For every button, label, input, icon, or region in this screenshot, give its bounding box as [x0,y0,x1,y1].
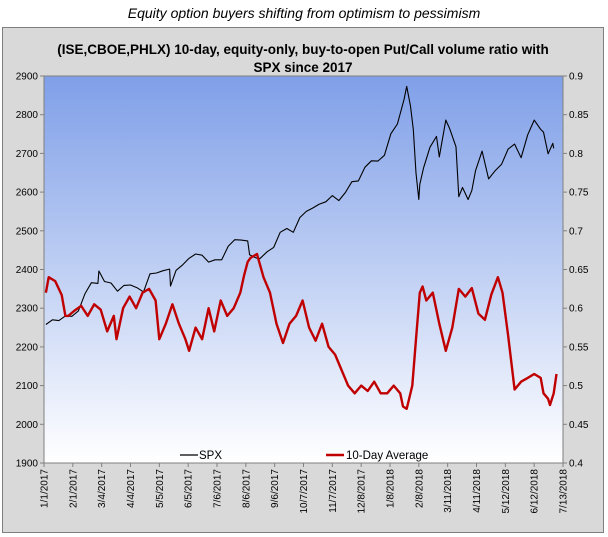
left-tick-label: 1900 [16,459,39,470]
x-tick-label: 6/12/2018 [530,469,541,514]
x-tick-label: 3/11/2018 [443,469,454,513]
legend-label-spx: SPX [199,450,222,462]
chart-title-line-2: SPX since 2017 [253,60,352,75]
left-tick-label: 2500 [16,226,39,237]
x-tick-label: 10/7/2017 [299,469,310,514]
right-tick-label: 0.55 [569,342,589,353]
right-tick-label: 0.45 [569,420,589,431]
left-tick-label: 2800 [16,110,39,121]
x-axis: 1/1/2017 2/1/2017 3/4/2017 4/4/2017 5/5/2017… [40,463,570,514]
x-tick-label: 5/5/2017 [155,469,166,508]
x-tick-label: 8/6/2017 [241,469,252,508]
x-tick-label: 2/1/2017 [68,469,79,508]
right-tick-label: 0.85 [569,110,589,121]
right-tick-label: 0.7 [569,226,583,237]
left-tick-label: 2600 [16,188,39,199]
x-tick-label: 9/6/2017 [270,469,281,508]
left-tick-label: 2000 [16,420,39,431]
chart-title-line-1: (ISE,CBOE,PHLX) 10-day, equity-only, buy… [57,42,549,57]
series-layer [44,85,558,410]
right-tick-label: 0.4 [569,459,583,470]
left-axis: 1900 2000 2100 2200 2300 2400 2500 2600 2700 2800… [16,72,44,470]
series-line-spx [45,85,555,325]
x-tick-label: 6/5/2017 [184,469,195,508]
right-tick-label: 0.8 [569,149,583,160]
legend: SPX 10-Day Average [180,450,428,462]
right-tick-label: 0.65 [569,265,589,276]
series-line-10-day-average [44,252,558,410]
left-tick-label: 2900 [16,72,39,83]
left-tick-label: 2100 [16,381,39,392]
right-tick-label: 0.5 [569,381,583,392]
x-tick-label: 3/4/2017 [97,469,108,508]
x-tick-label: 4/11/2018 [472,469,483,513]
x-tick-label: 7/6/2017 [213,469,224,508]
x-tick-label: 12/8/2017 [357,469,368,514]
x-tick-label: 11/7/2017 [328,469,339,513]
x-tick-label: 1/1/2017 [40,469,51,508]
chart-svg: (ISE,CBOE,PHLX) 10-day, equity-only, buy… [16,42,589,514]
x-tick-label: 7/13/2018 [559,469,570,514]
left-tick-label: 2300 [16,304,39,315]
right-tick-label: 0.6 [569,304,583,315]
plot-area [43,75,564,464]
right-tick-label: 0.75 [569,188,589,199]
legend-label-10-day-average: 10-Day Average [346,450,428,462]
right-axis: 0.4 0.45 0.5 0.55 0.6 0.65 0.7 0.75 0.8 0.85 0.9 [563,72,589,470]
left-tick-label: 2400 [16,265,39,276]
left-tick-label: 2200 [16,342,39,353]
x-tick-label: 1/8/2018 [386,469,397,508]
x-tick-label: 2/8/2018 [414,469,425,508]
right-tick-label: 0.9 [569,72,583,83]
x-tick-label: 4/4/2017 [126,469,137,508]
x-tick-label: 5/12/2018 [501,469,512,514]
chart-caption: Equity option buyers shifting from optim… [127,5,481,21]
left-tick-label: 2700 [16,149,39,160]
